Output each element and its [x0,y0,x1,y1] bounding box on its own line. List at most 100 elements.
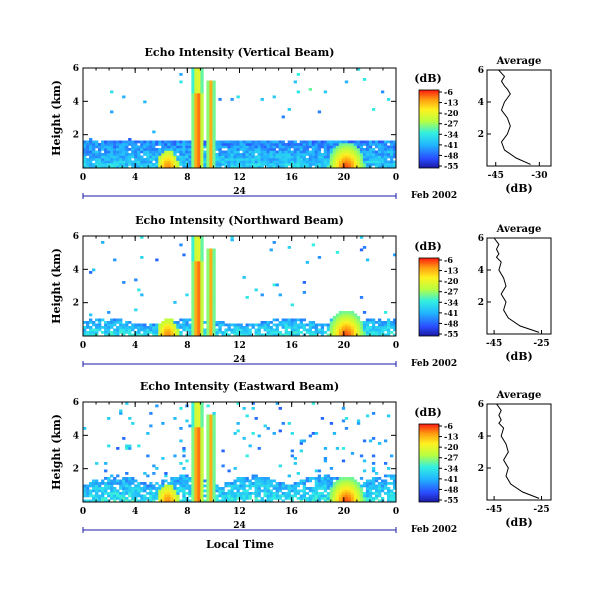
heatmap-cell [383,333,388,337]
heatmap-cell [170,489,174,493]
heatmap-cell [272,145,276,149]
heatmap-cell [158,140,162,144]
heatmap-cell [176,333,180,337]
heatmap-cell [98,155,102,159]
heatmap-cell [221,140,225,144]
heatmap-cell [260,479,264,483]
heatmap-cell [254,333,258,337]
heatmap-cell [275,328,279,332]
heatmap-cell [191,427,195,430]
heatmap-cell [257,331,261,334]
heatmap-cell [179,326,183,329]
heatmap-cell [227,489,231,493]
heatmap-cell [104,155,108,159]
heatmap-cell [227,155,231,159]
heatmap-cell [212,108,216,111]
heatmap-cell [206,153,210,156]
heatmap-cell [341,153,346,156]
heatmap-cell [167,484,171,488]
heatmap-cell [278,487,282,490]
heatmap-cell [197,412,201,415]
heatmap-cell [305,499,310,503]
heatmap-cell [305,479,310,483]
heatmap-cell [350,479,355,483]
heatmap-cell [251,323,255,327]
heatmap-cell [269,484,273,488]
heatmap-cell [212,333,216,337]
heatmap-cell [89,143,93,146]
colorbar-tick-label: -41 [444,308,458,318]
heatmap-cell [266,145,270,149]
heatmap-cell [200,454,204,458]
heatmap-cell [332,160,337,164]
heatmap-cell [185,160,189,164]
y-tick-label: 2 [73,465,79,475]
heatmap-cell [200,296,204,299]
heatmap-cell [146,474,150,478]
heatmap-cell [197,128,201,131]
heatmap-cell [227,326,231,329]
heatmap-cell [320,158,325,161]
heatmap-cell [233,143,237,146]
heatmap-cell [191,326,195,329]
heatmap-cell [254,499,258,503]
heatmap-cell [272,95,276,99]
heatmap-cell [272,241,276,244]
heatmap-cell [179,331,183,334]
heatmap-cell [275,323,279,327]
heatmap-cell [359,331,364,334]
heatmap-cell [149,323,153,327]
heatmap-cell [239,160,243,164]
heatmap-cell [311,402,316,405]
heatmap-cell [224,482,228,485]
heatmap-cell [392,153,397,156]
heatmap-cell [305,153,310,156]
colorbar-unit-label: (dB) [414,240,441,253]
heatmap-cell [260,497,264,500]
heatmap-cell [191,158,195,161]
heatmap-cell [236,165,240,169]
heatmap-cell [209,482,213,485]
heatmap-cell [263,155,267,159]
heatmap-cell [164,163,168,166]
heatmap-cell [206,484,210,488]
heatmap-cell [386,494,391,498]
heatmap-cell [191,414,195,418]
heatmap-cell [194,487,198,490]
heatmap-cell [353,328,358,332]
heatmap-cell [200,484,204,488]
heatmap-cell [206,261,210,264]
heatmap-cell [278,323,282,327]
heatmap-cell [167,323,171,327]
heatmap-cell [194,427,198,430]
heatmap-cell [251,140,255,144]
heatmap-cell [338,489,343,493]
heatmap-cell [179,158,183,161]
heatmap-cell [191,288,195,292]
heatmap-cell [200,98,204,101]
heatmap-cell [386,489,391,493]
heatmap-cell [212,429,216,433]
heatmap-cell [209,103,213,106]
heatmap-cell [281,333,285,337]
heatmap-cell [317,499,322,503]
heatmap-cell [206,150,210,154]
heatmap-cell [113,153,117,156]
heatmap-cell [176,482,180,485]
heatmap-cell [290,328,294,332]
heatmap-cell [275,402,279,405]
heatmap-cell [86,492,90,495]
heatmap-cell [104,150,108,154]
heatmap-cell [194,253,198,257]
heatmap-cell [215,499,219,503]
heatmap-cell [194,238,198,242]
heatmap-cell [335,321,340,324]
heatmap-cell [179,489,183,493]
heatmap-cells [83,236,397,337]
heatmap-cell [341,477,346,480]
heatmap-cell [206,108,210,111]
heatmap-cell [182,140,186,144]
heatmap-cell [194,316,198,319]
heatmap-cell [209,110,213,114]
heatmap-cell [191,447,195,450]
